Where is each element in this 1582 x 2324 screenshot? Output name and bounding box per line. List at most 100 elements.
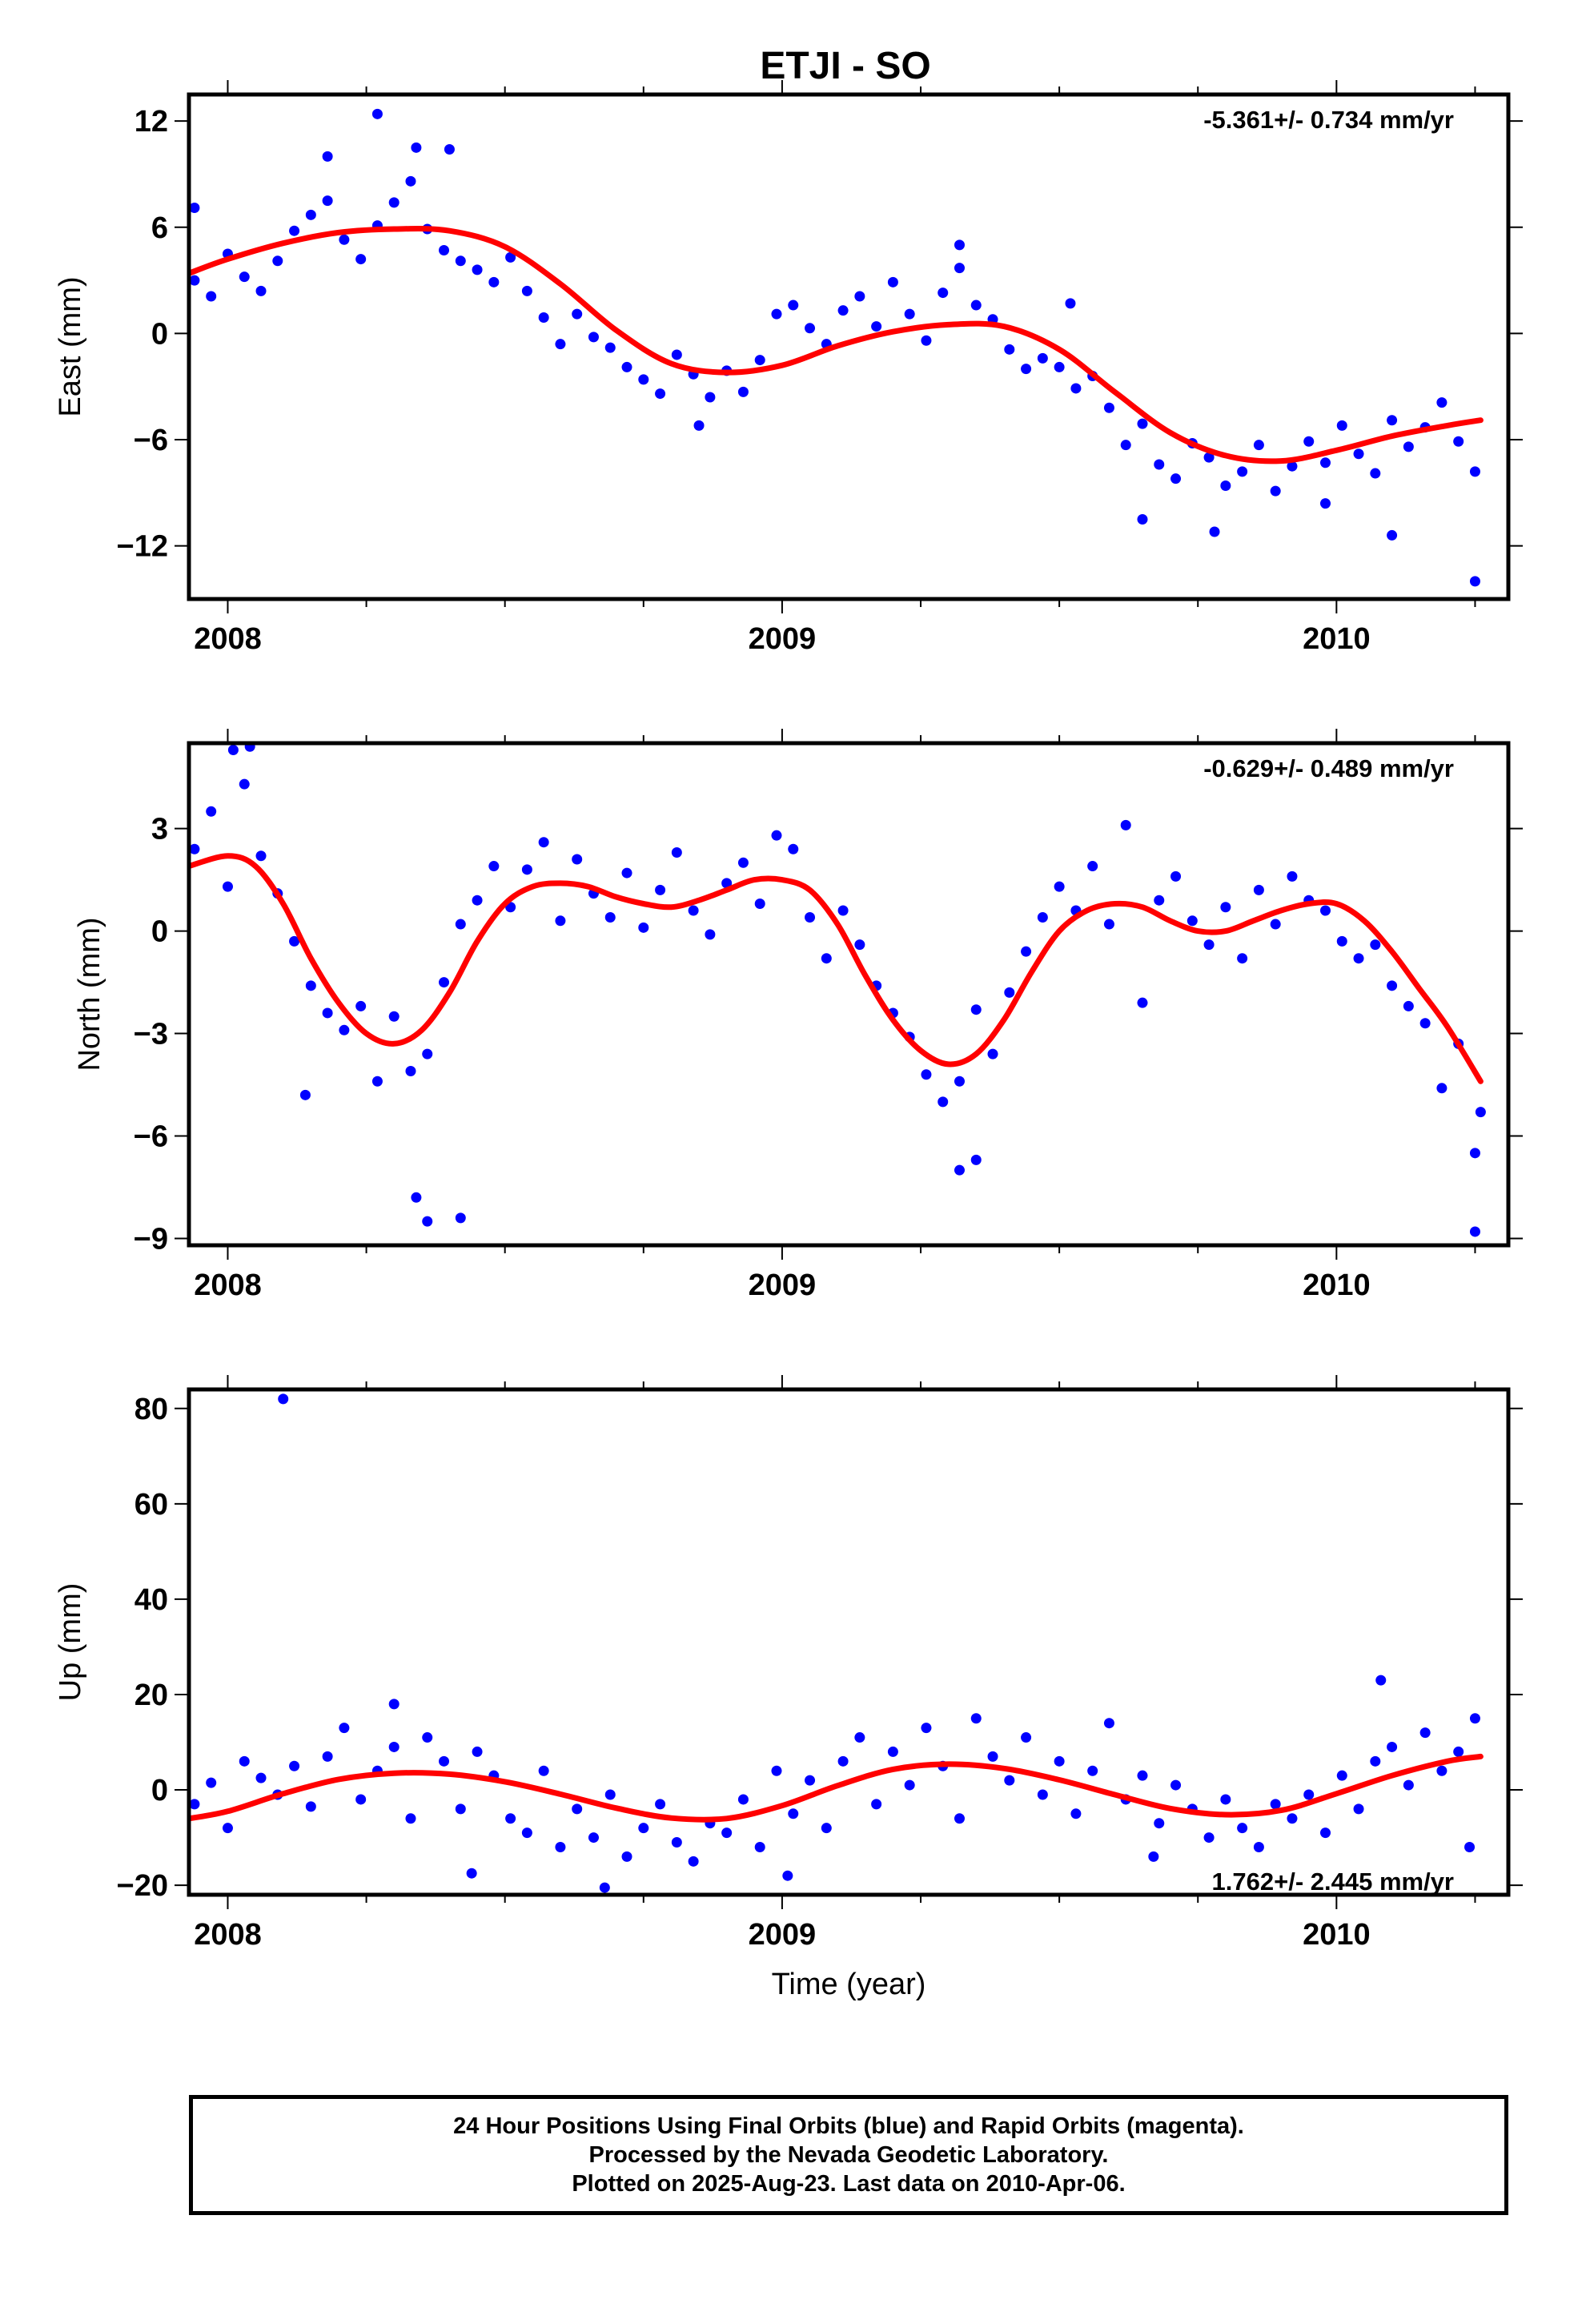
east-data-point — [887, 276, 898, 287]
east-rate-annotation: -5.361+/- 0.734 mm/yr — [1203, 106, 1454, 134]
north-data-point — [422, 1216, 433, 1227]
east-data-point — [1220, 480, 1231, 492]
up-data-point — [1375, 1675, 1387, 1686]
up-data-point — [521, 1827, 532, 1839]
north-ytick-label: −6 — [134, 1120, 168, 1154]
up-data-point — [1419, 1727, 1431, 1739]
north-data-point — [1403, 1000, 1414, 1011]
chart-title: ETJI - SO — [760, 45, 930, 87]
up-frame — [187, 1387, 1511, 1897]
east-y-axis-label: East (mm) — [54, 276, 87, 416]
up-data-point — [1469, 1713, 1480, 1724]
north-data-point — [1387, 980, 1398, 991]
north-data-point — [521, 864, 532, 875]
north-data-point — [1319, 905, 1331, 916]
east-data-point — [805, 323, 816, 334]
east-ytick-label: 0 — [151, 317, 168, 351]
east-data-point — [954, 263, 965, 274]
up-data-point — [805, 1775, 816, 1786]
up-data-point — [1436, 1765, 1447, 1776]
east-data-point — [1353, 448, 1364, 460]
east-data-point — [505, 251, 516, 263]
caption-line-2: Processed by the Nevada Geodetic Laborat… — [588, 2142, 1109, 2168]
north-xtick-label: 2008 — [194, 1269, 262, 1302]
east-data-point — [439, 245, 450, 256]
north-data-point — [227, 745, 239, 756]
north-fit-line — [189, 853, 1484, 1084]
east-data-point — [737, 386, 749, 397]
east-frame — [187, 92, 1511, 601]
north-data-point — [255, 850, 267, 862]
up-data-point — [782, 1870, 793, 1881]
north-data-point — [355, 1000, 367, 1011]
up-data-point — [1137, 1770, 1148, 1781]
north-data-point — [737, 857, 749, 868]
up-data-point — [737, 1794, 749, 1805]
north-data-point — [1203, 939, 1215, 951]
up-ytick-label: 0 — [151, 1774, 168, 1807]
east-data-point — [693, 420, 705, 431]
up-data-point — [206, 1777, 217, 1788]
east-data-point — [488, 276, 500, 287]
up-data-point — [921, 1723, 932, 1734]
up-data-point — [904, 1779, 915, 1791]
east-data-point — [305, 209, 316, 220]
up-data-point — [1287, 1813, 1298, 1824]
east-data-point — [970, 300, 982, 311]
east-data-point — [1021, 364, 1032, 375]
up-data-point — [1387, 1741, 1398, 1752]
up-data-point — [305, 1801, 316, 1812]
north-data-point — [1475, 1107, 1486, 1118]
east-data-point — [206, 291, 217, 302]
east-data-point — [1436, 397, 1447, 408]
east-data-point — [572, 308, 583, 320]
up-data-point — [339, 1723, 350, 1734]
north-data-point — [189, 843, 200, 854]
east-ytick-label: 12 — [135, 105, 168, 139]
up-data-point — [439, 1755, 450, 1767]
north-data-point — [1336, 935, 1347, 947]
north-xtick-label: 2010 — [1303, 1269, 1371, 1302]
north-data-point — [1186, 915, 1198, 927]
east-data-point — [1054, 361, 1065, 372]
east-data-point — [1154, 459, 1165, 470]
east-data-point — [854, 291, 865, 302]
up-panel: 2008 2009 2010 80 60 40 20 0 −20 Up (mm) 1.762+/- … — [54, 1375, 1523, 2001]
north-data-point — [1220, 902, 1231, 913]
up-data-point — [538, 1765, 549, 1776]
up-ytick-label: 40 — [135, 1583, 168, 1617]
east-data-point — [1336, 420, 1347, 431]
north-data-point — [455, 1212, 466, 1224]
east-data-point — [1237, 466, 1248, 477]
up-data-point — [1203, 1832, 1215, 1844]
north-data-point — [411, 1192, 422, 1203]
up-data-point — [466, 1868, 477, 1879]
east-data-point — [1387, 529, 1398, 541]
east-data-point — [189, 202, 200, 213]
up-data-point — [837, 1755, 849, 1767]
north-data-point — [1270, 919, 1281, 930]
east-data-point — [1453, 436, 1464, 447]
up-data-point — [1103, 1718, 1114, 1729]
north-ytick-label: 0 — [151, 915, 168, 949]
north-data-point — [938, 1096, 949, 1108]
up-data-point — [887, 1746, 898, 1757]
up-data-point — [189, 1799, 200, 1810]
east-data-point — [1387, 415, 1398, 426]
caption-line-1: 24 Hour Positions Using Final Orbits (bl… — [453, 2113, 1244, 2139]
east-data-layer — [189, 108, 1484, 587]
north-data-point — [837, 905, 849, 916]
east-data-point — [255, 285, 267, 296]
north-data-point — [439, 977, 450, 988]
east-data-point — [289, 225, 300, 236]
east-data-point — [1319, 457, 1331, 468]
north-xtick-label: 2009 — [749, 1269, 817, 1302]
north-data-point — [472, 895, 483, 906]
north-data-point — [572, 854, 583, 865]
east-data-point — [788, 300, 799, 311]
east-fit-line — [189, 226, 1484, 464]
up-data-point — [754, 1841, 765, 1852]
up-y-axis-label: Up (mm) — [54, 1583, 87, 1702]
north-data-point — [555, 915, 566, 927]
north-data-point — [1037, 912, 1048, 923]
